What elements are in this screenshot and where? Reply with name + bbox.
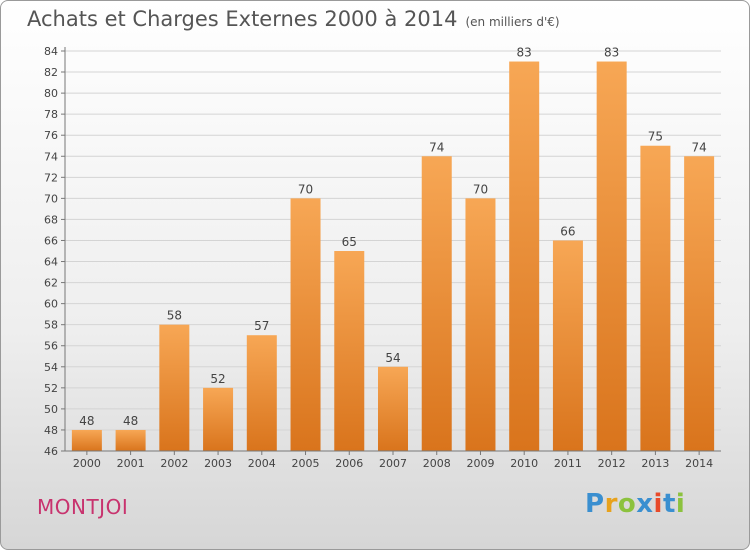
bar-2010 xyxy=(509,61,540,452)
bars: 48 48 58 52 57 70 65 54 74 70 83 66 83 75 74 xyxy=(71,46,715,452)
y-tick-label: 64 xyxy=(44,256,58,269)
x-tick-label: 2010 xyxy=(510,457,538,470)
axes: 46 48 50 52 54 56 58 60 62 64 66 68 70 72 74 76 78 80 82 84… xyxy=(44,45,721,470)
bar-2013 xyxy=(640,145,671,451)
x-tick-label: 2003 xyxy=(204,457,232,470)
bar-2002 xyxy=(159,324,190,451)
x-tick-label: 2005 xyxy=(292,457,320,470)
x-tick-label: 2006 xyxy=(335,457,363,470)
x-tick-label: 2011 xyxy=(554,457,582,470)
bar-2003 xyxy=(203,387,234,451)
y-tick-label: 56 xyxy=(44,340,58,353)
x-tick-label: 2008 xyxy=(423,457,451,470)
bar-2008 xyxy=(421,156,452,451)
y-tick-label: 58 xyxy=(44,319,58,332)
bar-2001 xyxy=(115,429,146,451)
y-tick-label: 62 xyxy=(44,277,58,290)
bar-value-label: 52 xyxy=(210,372,225,386)
bar-2012 xyxy=(596,61,627,452)
bar-2000 xyxy=(71,429,102,451)
bar-value-label: 58 xyxy=(167,309,182,323)
bar-value-label: 57 xyxy=(254,319,269,333)
y-tick-label: 50 xyxy=(44,403,58,416)
logo-letter: i xyxy=(653,489,663,519)
x-tick-label: 2004 xyxy=(248,457,276,470)
y-tick-label: 70 xyxy=(44,192,58,205)
bar-value-label: 70 xyxy=(298,182,313,196)
y-tick-label: 54 xyxy=(44,361,58,374)
commune-name: MONTJOI xyxy=(37,495,129,519)
y-tick-label: 52 xyxy=(44,382,58,395)
x-tick-label: 2013 xyxy=(641,457,669,470)
bar-2005 xyxy=(290,198,321,451)
y-tick-label: 66 xyxy=(44,234,58,247)
bar-value-label: 54 xyxy=(385,351,400,365)
chart-title-text: Achats et Charges Externes 2000 à 2014 xyxy=(27,7,458,31)
bar-value-label: 74 xyxy=(429,140,444,154)
logo-letter: o xyxy=(617,489,637,519)
y-tick-label: 68 xyxy=(44,213,58,226)
y-tick-label: 60 xyxy=(44,298,58,311)
bar-2009 xyxy=(465,198,496,451)
y-tick-label: 76 xyxy=(44,129,58,142)
chart-title: Achats et Charges Externes 2000 à 2014 (e… xyxy=(27,7,560,31)
chart-subtitle: (en milliers d'€) xyxy=(465,15,560,29)
bar-2014 xyxy=(684,156,715,451)
bar-2011 xyxy=(552,240,583,451)
bar-value-label: 75 xyxy=(648,130,663,144)
y-tick-label: 80 xyxy=(44,87,58,100)
x-tick-label: 2012 xyxy=(598,457,626,470)
y-tick-label: 74 xyxy=(44,150,58,163)
x-tick-label: 2009 xyxy=(466,457,494,470)
x-tick-label: 2014 xyxy=(685,457,713,470)
logo-letter: i xyxy=(675,489,686,519)
bar-value-label: 83 xyxy=(604,46,619,60)
bar-value-label: 74 xyxy=(691,140,706,154)
logo-letter: r xyxy=(604,489,618,519)
y-tick-label: 82 xyxy=(44,66,58,79)
bar-2004 xyxy=(246,335,277,451)
x-tick-label: 2002 xyxy=(160,457,188,470)
bar-value-label: 70 xyxy=(473,182,488,196)
y-tick-label: 46 xyxy=(44,445,58,458)
logo-letter: x xyxy=(636,489,654,519)
x-tick-label: 2007 xyxy=(379,457,407,470)
bar-value-label: 65 xyxy=(342,235,357,249)
logo-letter: t xyxy=(662,489,676,519)
y-tick-label: 48 xyxy=(44,424,58,437)
bar-2006 xyxy=(334,251,365,451)
y-tick-label: 84 xyxy=(44,45,58,58)
proxiti-logo: Proxiti xyxy=(585,489,685,519)
x-tick-label: 2001 xyxy=(117,457,145,470)
bar-value-label: 48 xyxy=(79,414,94,428)
x-tick-label: 2000 xyxy=(73,457,101,470)
y-tick-label: 72 xyxy=(44,171,58,184)
bar-value-label: 83 xyxy=(517,46,532,60)
y-tick-label: 78 xyxy=(44,108,58,121)
bar-value-label: 48 xyxy=(123,414,138,428)
bar-2007 xyxy=(378,366,408,451)
bar-value-label: 66 xyxy=(560,224,575,238)
logo-letter: P xyxy=(585,489,605,519)
